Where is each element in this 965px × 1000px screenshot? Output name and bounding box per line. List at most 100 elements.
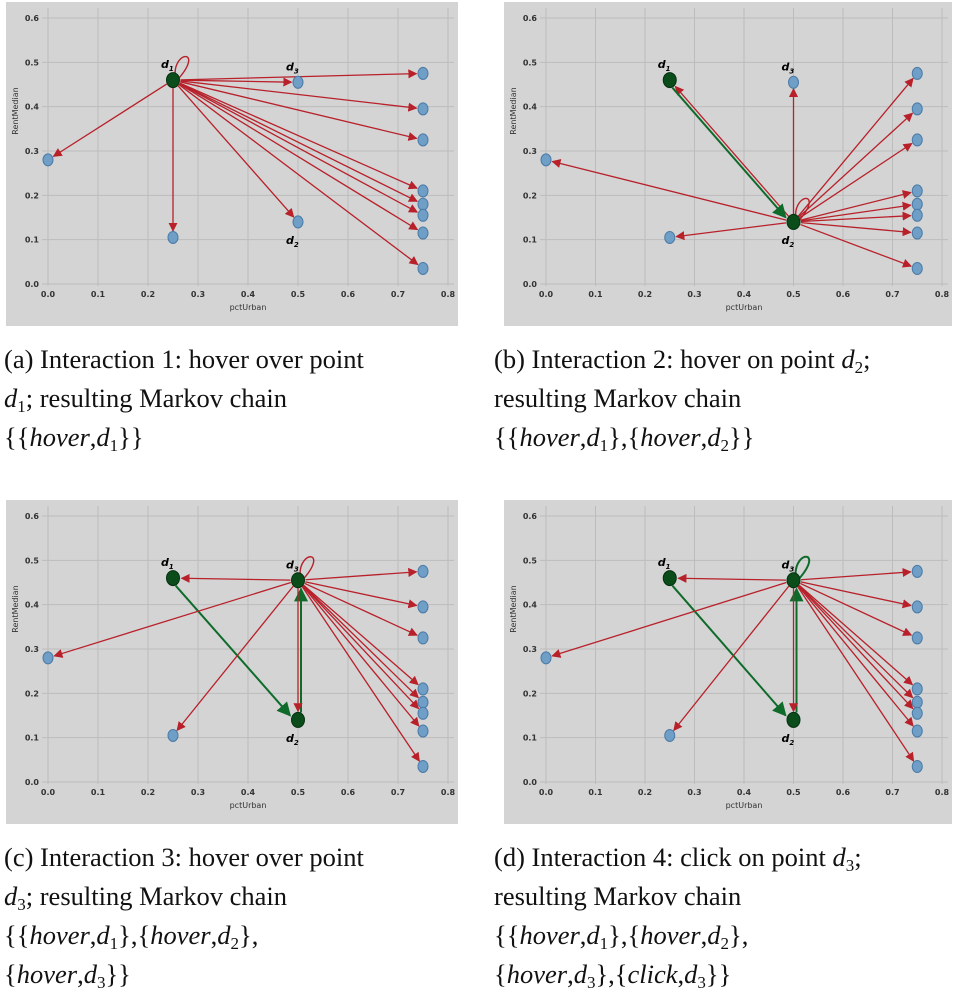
data-point[interactable] — [417, 682, 429, 696]
edges — [551, 567, 915, 762]
data-point[interactable] — [417, 695, 429, 709]
data-point[interactable] — [911, 631, 923, 645]
data-point-highlighted[interactable] — [786, 711, 801, 728]
x-tick-label: 0.8 — [935, 290, 950, 299]
transition-edge-red — [798, 584, 914, 686]
data-point[interactable] — [417, 208, 429, 222]
x-tick-label: 0.5 — [786, 788, 801, 797]
x-tick-label: 0.4 — [737, 788, 752, 797]
data-point[interactable] — [417, 226, 429, 240]
x-tick-label: 0.3 — [687, 788, 701, 797]
data-point[interactable] — [540, 651, 552, 665]
data-point[interactable] — [540, 153, 552, 167]
caption-c-text: ; resulting Markov chain — [25, 881, 288, 911]
data-point[interactable] — [911, 759, 923, 773]
chain-point-subscript: 1 — [109, 436, 119, 455]
data-point[interactable] — [664, 230, 676, 244]
y-tick-label: 0.2 — [523, 689, 537, 698]
caption-c: (c) Interaction 3: hover over point d3; … — [4, 838, 364, 994]
data-point-highlighted[interactable] — [291, 711, 305, 728]
x-tick-label: 0.7 — [885, 290, 899, 299]
data-point[interactable] — [417, 133, 429, 147]
edges — [52, 69, 419, 266]
data-point-highlighted[interactable] — [786, 213, 801, 230]
y-tick-label: 0.6 — [25, 512, 40, 521]
data-point[interactable] — [911, 197, 923, 211]
scatter-chart-c: 0.0 0.1 0.2 0.3 0.4 0.5 0.6 0.7 0.8 0.0 0.1 0.2 0.3 0… — [6, 500, 458, 824]
data-point[interactable] — [911, 682, 923, 696]
x-tick-label: 0.3 — [191, 290, 205, 299]
data-point[interactable] — [911, 695, 923, 709]
data-point-highlighted[interactable] — [786, 572, 801, 589]
transition-edge-red — [180, 81, 418, 141]
data-point[interactable] — [911, 724, 923, 738]
data-point[interactable] — [911, 706, 923, 720]
data-point[interactable] — [911, 133, 923, 147]
data-point[interactable] — [911, 564, 923, 578]
data-point-highlighted[interactable] — [166, 570, 180, 587]
data-point[interactable] — [42, 153, 54, 167]
data-point[interactable] — [417, 724, 429, 738]
data-point[interactable] — [417, 184, 429, 198]
chain-action: hover — [29, 920, 90, 950]
self-loop — [174, 55, 190, 79]
chain-point-subscript: 3 — [96, 973, 106, 992]
transition-edge-red — [673, 585, 790, 732]
data-point[interactable] — [417, 706, 429, 720]
data-point[interactable] — [417, 197, 429, 211]
caption-a-line-2: d1; resulting Markov chain — [4, 379, 364, 418]
data-point[interactable] — [292, 215, 304, 229]
data-point[interactable] — [911, 600, 923, 614]
data-point[interactable] — [417, 631, 429, 645]
x-axis-label: pctUrban — [230, 801, 267, 810]
y-tick-label: 0.3 — [523, 645, 537, 654]
points — [540, 66, 923, 275]
caption-a-line-1: (a) Interaction 1: hover over point — [4, 344, 364, 374]
caption-c-chain: {{hover,d1},{hover,d2}, — [4, 920, 259, 953]
data-point[interactable] — [911, 66, 923, 80]
transition-edge-red — [798, 585, 914, 699]
y-tick-label: 0.2 — [523, 191, 537, 200]
x-axis-label: pctUrban — [726, 303, 763, 312]
data-point[interactable] — [911, 184, 923, 198]
caption-d-subscript: 3 — [845, 856, 855, 875]
point-label-subscript: 2 — [294, 739, 299, 747]
data-point-highlighted[interactable] — [291, 572, 305, 589]
data-point-highlighted[interactable] — [662, 570, 677, 587]
data-point[interactable] — [417, 759, 429, 773]
point-label-subscript: 1 — [169, 563, 174, 571]
transition-edge-red — [674, 85, 790, 217]
x-tick-label: 0.2 — [638, 788, 652, 797]
transition-edge-red — [305, 567, 418, 581]
data-point[interactable] — [292, 75, 304, 89]
grid — [540, 506, 948, 784]
transition-edge-red — [52, 83, 168, 157]
x-tick-label: 0.8 — [441, 788, 456, 797]
data-point[interactable] — [911, 261, 923, 275]
data-point[interactable] — [167, 728, 179, 742]
data-point[interactable] — [911, 208, 923, 222]
caption-a-chain: {{hover,d1}} — [4, 422, 144, 455]
data-point[interactable] — [417, 261, 429, 275]
data-point-highlighted[interactable] — [166, 72, 180, 89]
transition-edge-red — [305, 581, 418, 609]
data-point-highlighted[interactable] — [662, 72, 677, 89]
y-tick-label: 0.1 — [523, 236, 538, 245]
data-point[interactable] — [911, 226, 923, 240]
data-point[interactable] — [167, 230, 179, 244]
data-point[interactable] — [417, 600, 429, 614]
data-point[interactable] — [42, 651, 54, 665]
x-tick-label: 0.5 — [291, 788, 306, 797]
transition-edge-red — [800, 201, 912, 222]
transition-edge-red — [798, 585, 914, 710]
y-tick-label: 0.0 — [523, 280, 538, 289]
data-point[interactable] — [788, 75, 799, 89]
data-point[interactable] — [911, 102, 923, 116]
data-point[interactable] — [417, 66, 429, 80]
chain-point-symbol: d — [217, 920, 231, 950]
data-point[interactable] — [664, 728, 676, 742]
data-point[interactable] — [417, 564, 429, 578]
caption-d: (d) Interaction 4: click on point d3; re… — [494, 838, 862, 994]
data-point[interactable] — [417, 102, 429, 116]
x-tick-label: 0.6 — [341, 788, 356, 797]
